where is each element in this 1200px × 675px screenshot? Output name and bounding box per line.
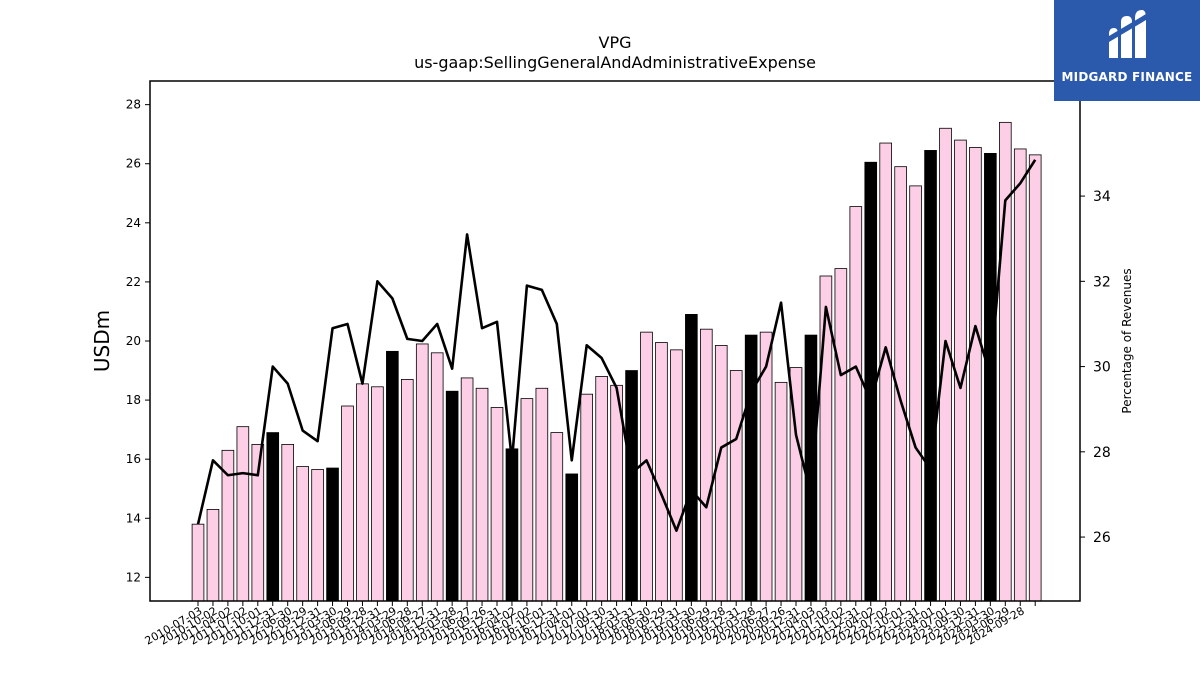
bar <box>774 381 788 602</box>
y-tick-label: 12 <box>126 570 141 584</box>
bar <box>371 386 384 602</box>
y2-tick-label: 34 <box>1093 189 1111 205</box>
y-tick-label: 28 <box>126 98 141 112</box>
percentage-line <box>196 159 1037 532</box>
bar <box>849 206 863 602</box>
bar <box>924 150 937 602</box>
y-tick-label: 16 <box>126 452 141 466</box>
brand-logo: MIDGARD FINANCE <box>1054 0 1200 101</box>
y2-tick-label: 28 <box>1093 445 1111 461</box>
bar <box>625 370 638 602</box>
bar <box>311 469 324 602</box>
bar <box>565 473 579 602</box>
y-tick-label: 14 <box>126 511 141 525</box>
bar <box>834 268 848 602</box>
bar <box>685 314 698 602</box>
bar <box>326 467 339 602</box>
bar <box>984 152 997 602</box>
bar <box>266 432 280 602</box>
bar <box>535 387 549 602</box>
bars-group <box>191 121 1042 602</box>
bar <box>1028 154 1042 602</box>
y-tick-label: 20 <box>126 334 141 348</box>
y-tick-label: 24 <box>126 216 141 230</box>
bar <box>580 393 593 602</box>
bar <box>236 426 250 602</box>
midgard-logo-icon <box>1109 10 1146 58</box>
bar <box>1013 148 1027 602</box>
y2-tick-label: 32 <box>1093 274 1111 290</box>
y-axis-label: USDm <box>90 310 114 372</box>
bar <box>655 342 668 602</box>
bar <box>550 432 564 602</box>
bar <box>939 127 952 602</box>
y2-tick-label: 30 <box>1093 360 1111 376</box>
y-tick-label: 18 <box>126 393 141 407</box>
bar <box>595 376 608 602</box>
bar <box>969 147 982 602</box>
y2-tick-label: 26 <box>1093 530 1111 546</box>
chart-title: VPG <box>599 33 632 52</box>
bar <box>744 334 758 602</box>
bar <box>356 383 369 602</box>
bar <box>400 379 414 602</box>
bar <box>714 345 728 602</box>
bar <box>909 185 922 602</box>
bar <box>729 370 743 602</box>
bar <box>460 377 474 602</box>
bar <box>505 448 519 602</box>
bar <box>445 390 459 602</box>
bar <box>430 352 444 602</box>
line-group <box>196 159 1037 532</box>
bar <box>341 405 354 602</box>
bar <box>206 509 220 602</box>
bar <box>415 343 429 602</box>
bar <box>490 407 504 602</box>
chart-subtitle: us-gaap:SellingGeneralAndAdministrativeE… <box>414 53 816 72</box>
bar <box>296 466 309 602</box>
y2-axis-label: Percentage of Revenues <box>1120 268 1134 413</box>
bar <box>804 334 818 602</box>
y-tick-label: 26 <box>126 157 141 171</box>
bar <box>386 350 399 602</box>
bar <box>700 328 713 602</box>
bar <box>879 142 892 602</box>
brand-logo-text: MIDGARD FINANCE <box>1061 70 1193 84</box>
bar <box>281 444 294 602</box>
bar <box>520 398 534 602</box>
bar <box>191 523 205 602</box>
y-tick-label: 22 <box>126 275 141 289</box>
bar <box>670 349 683 602</box>
bar <box>475 387 489 602</box>
